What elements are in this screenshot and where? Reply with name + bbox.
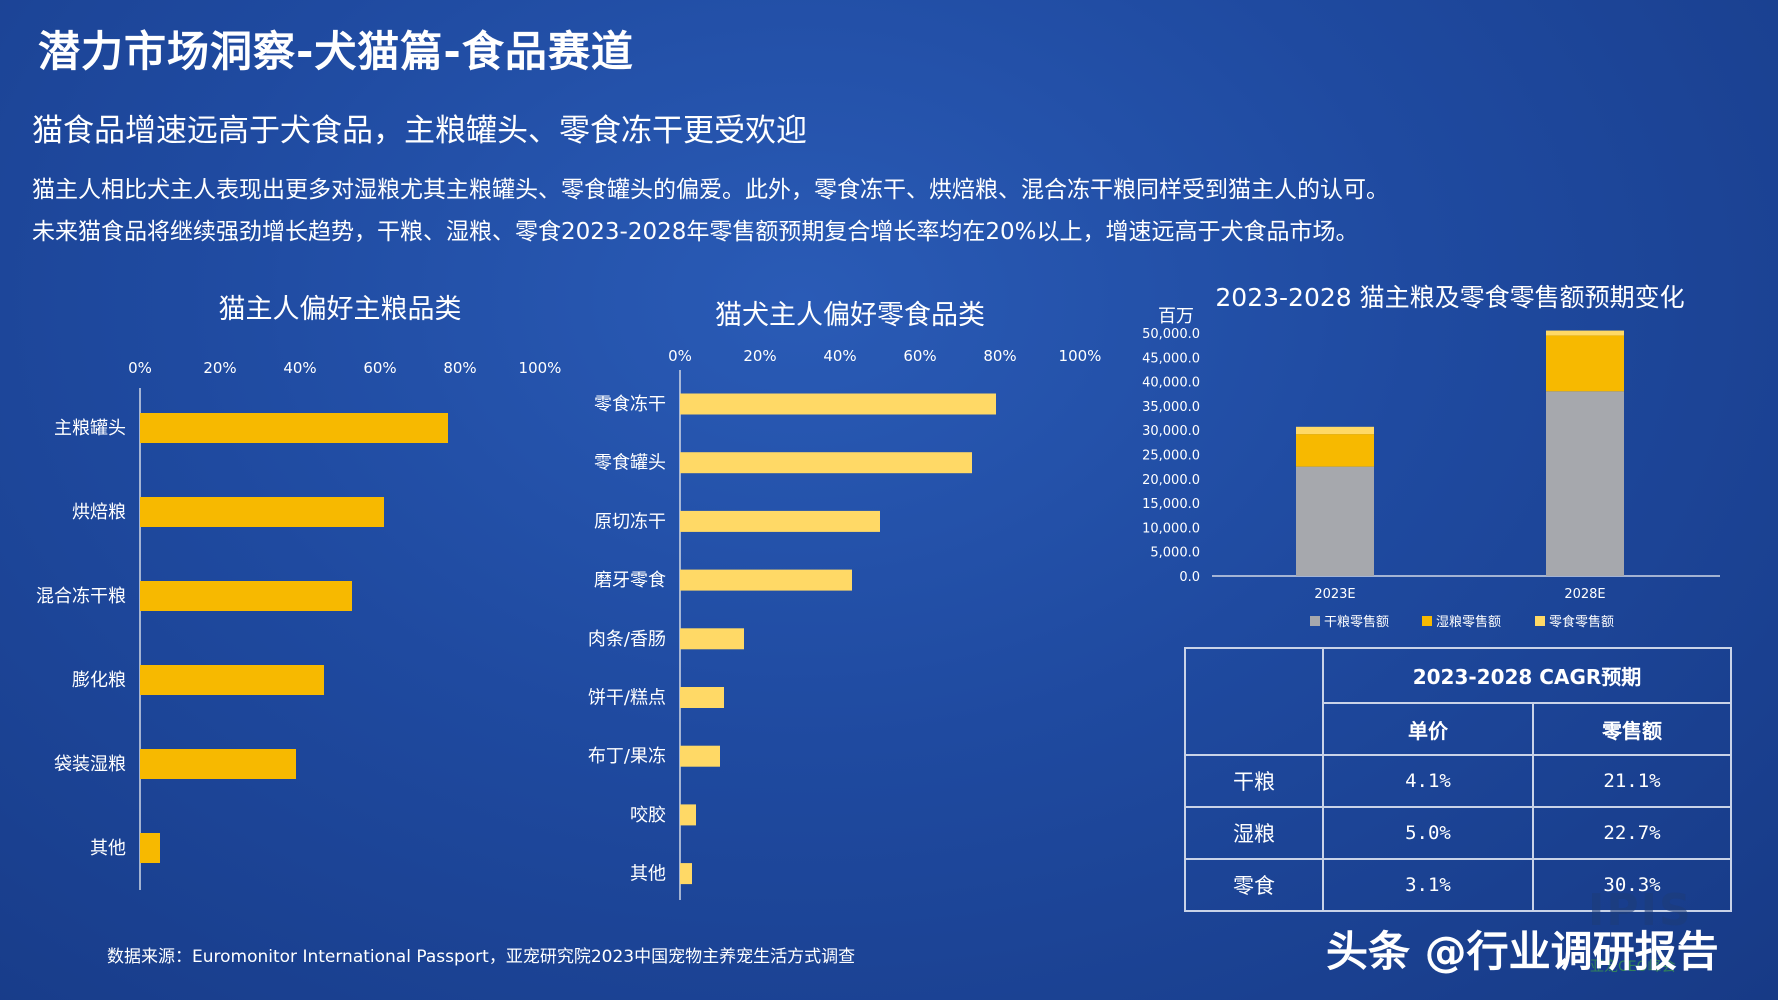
x-tick-label: 60%: [363, 359, 396, 377]
x-tick-label: 100%: [1059, 347, 1102, 365]
watermark-text: 头条 @行业调研报告: [1326, 927, 1719, 976]
stacked-bar-segment: [1546, 391, 1624, 576]
cagr-table-header: 2023-2028 CAGR预期: [1322, 647, 1732, 704]
y-tick-label: 10,000.0: [1142, 521, 1200, 536]
page-title: 潜力市场洞察-犬猫篇-食品赛道: [38, 27, 634, 76]
cell-price: 4.1%: [1322, 754, 1534, 808]
x-tick-label: 40%: [283, 359, 316, 377]
cell-sales: 21.1%: [1532, 754, 1732, 808]
y-tick-label: 0.0: [1179, 570, 1200, 585]
stacked-bar-segment: [1296, 434, 1374, 467]
chart3-retail-forecast: 百万 0.0 5,000.0 10,000.0 15,000.0 20,000.0 25,0…: [1142, 306, 1720, 630]
category-label: 其他: [90, 838, 126, 859]
category-label: 零食罐头: [594, 453, 666, 474]
cagr-table: 2023-2028 CAGR预期 单价 零售额 干粮 4.1% 21.1% 湿粮…: [1184, 647, 1732, 912]
bar: [140, 581, 352, 611]
bar: [680, 804, 696, 826]
cagr-col-price: 单价: [1322, 702, 1534, 756]
y-tick-label: 30,000.0: [1142, 424, 1200, 439]
chart3-title: 2023-2028 猫主粮及零食零售额预期变化: [1215, 283, 1685, 312]
bar: [680, 569, 852, 591]
cell-price: 5.0%: [1322, 806, 1534, 860]
category-label: 烘焙粮: [72, 502, 126, 523]
legend-swatch: [1535, 616, 1545, 626]
x-tick-label: 100%: [519, 359, 562, 377]
legend-label: 零食零售额: [1549, 614, 1614, 630]
bar: [140, 413, 448, 443]
ipis-logo: IPIS: [1588, 885, 1693, 936]
intro-paragraph-1: 猫主人相比犬主人表现出更多对湿粮尤其主粮罐头、零食罐头的偏爱。此外，零食冻干、烘…: [32, 177, 1389, 203]
legend-swatch: [1310, 616, 1320, 626]
page-subtitle: 猫食品增速远高于犬食品，主粮罐头、零食冻干更受欢迎: [32, 113, 807, 149]
table-row: 零食 3.1% 30.3%: [1184, 858, 1732, 912]
table-row: 干粮 4.1% 21.1%: [1184, 754, 1732, 808]
x-category-label: 2023E: [1314, 587, 1355, 602]
x-tick-label: 60%: [903, 347, 936, 365]
row-label: 湿粮: [1184, 806, 1324, 860]
x-tick-label: 80%: [443, 359, 476, 377]
category-label: 咬胶: [630, 805, 666, 826]
y-tick-label: 50,000.0: [1142, 327, 1200, 342]
x-tick-label: 0%: [668, 347, 692, 365]
category-label: 磨牙零食: [594, 570, 666, 591]
y-tick-label: 35,000.0: [1142, 400, 1200, 415]
y-tick-label: 25,000.0: [1142, 449, 1200, 464]
cagr-col-sales: 零售额: [1532, 702, 1732, 756]
cell-sales: 30.3%: [1532, 858, 1732, 912]
legend-label: 湿粮零售额: [1436, 614, 1501, 630]
legend-label: 干粮零售额: [1324, 614, 1389, 630]
chart2-snack-preference: 0% 20% 40% 60% 80% 100% 零食冻干零食罐头原切冻干磨牙零食肉条/香肠饼…: [588, 347, 1102, 900]
stacked-bar-segment: [1546, 330, 1624, 336]
bar: [680, 452, 972, 474]
category-label: 原切冻干: [594, 511, 666, 532]
category-label: 混合冻干粮: [36, 586, 126, 607]
y-tick-label: 20,000.0: [1142, 473, 1200, 488]
category-label: 零食冻干: [594, 394, 666, 415]
stacked-bar-segment: [1296, 466, 1374, 576]
category-label: 饼干/糕点: [588, 688, 666, 709]
bar: [140, 665, 324, 695]
stacked-bar-segment: [1296, 426, 1374, 435]
x-tick-label: 0%: [128, 359, 152, 377]
bar: [680, 863, 692, 885]
bar: [680, 510, 880, 532]
cagr-table-corner: [1184, 647, 1324, 756]
y-tick-label: 15,000.0: [1142, 497, 1200, 512]
intro-paragraph-2: 未来猫食品将继续强劲增长趋势，干粮、湿粮、零食2023-2028年零售额预期复合…: [32, 219, 1359, 245]
bar: [140, 749, 296, 779]
category-label: 膨化粮: [72, 670, 126, 691]
y-tick-label: 45,000.0: [1142, 351, 1200, 366]
x-tick-label: 40%: [823, 347, 856, 365]
y-unit-label: 百万: [1158, 306, 1194, 327]
x-tick-label: 20%: [203, 359, 236, 377]
category-label: 肉条/香肠: [588, 629, 666, 650]
chart2-title: 猫犬主人偏好零食品类: [715, 300, 985, 331]
chart1-title: 猫主人偏好主粮品类: [218, 294, 462, 325]
bar: [140, 497, 384, 527]
y-tick-label: 5,000.0: [1150, 546, 1200, 561]
cell-price: 3.1%: [1322, 858, 1534, 912]
row-label: 零食: [1184, 858, 1324, 912]
category-label: 主粮罐头: [54, 418, 126, 439]
category-label: 袋装湿粮: [54, 754, 126, 775]
category-label: 其他: [630, 864, 666, 885]
bar: [680, 628, 744, 650]
legend-swatch: [1422, 616, 1432, 626]
ipis-logo-subtitle: 亚宠CEO峰会: [1590, 959, 1676, 975]
stacked-bar-segment: [1546, 335, 1624, 392]
bar: [140, 833, 160, 863]
bar: [680, 745, 720, 767]
x-tick-label: 80%: [983, 347, 1016, 365]
bar: [680, 393, 996, 415]
y-tick-label: 40,000.0: [1142, 376, 1200, 391]
category-label: 布丁/果冻: [588, 746, 666, 767]
data-source-note: 数据来源：Euromonitor International Passport，…: [107, 947, 856, 967]
cell-sales: 22.7%: [1532, 806, 1732, 860]
x-tick-label: 20%: [743, 347, 776, 365]
row-label: 干粮: [1184, 754, 1324, 808]
x-category-label: 2028E: [1564, 587, 1605, 602]
table-row: 湿粮 5.0% 22.7%: [1184, 806, 1732, 860]
bar: [680, 687, 724, 708]
